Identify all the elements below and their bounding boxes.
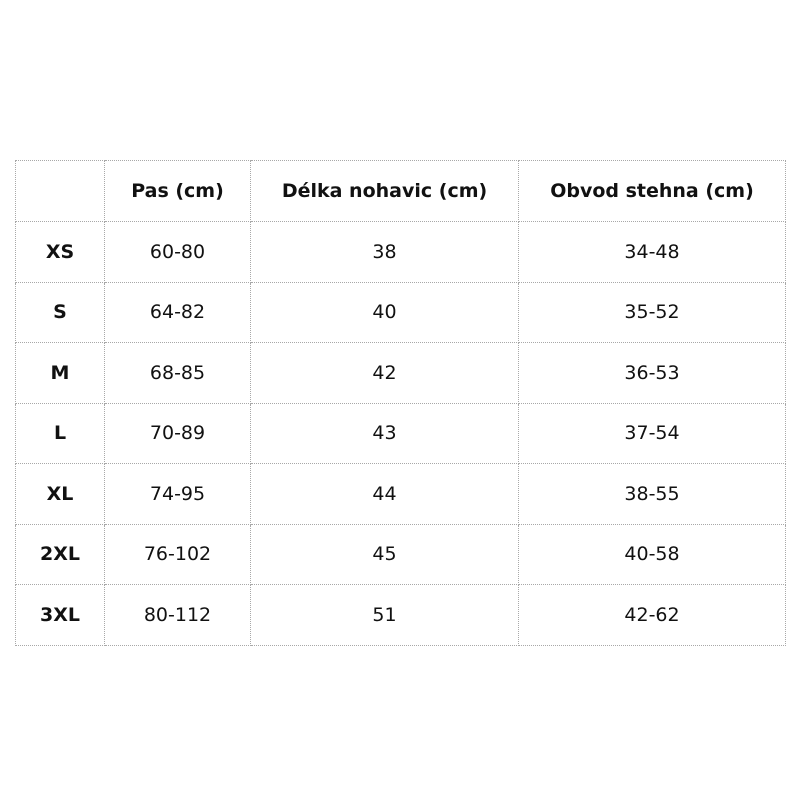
cell-waist: 80-112: [104, 584, 251, 646]
header-row: Pas (cm) Délka nohavic (cm) Obvod stehna…: [15, 160, 786, 222]
cell-size: 2XL: [15, 523, 105, 585]
header-waist: Pas (cm): [104, 160, 251, 222]
cell-waist: 74-95: [104, 463, 251, 525]
cell-size: XS: [15, 221, 105, 283]
cell-waist: 64-82: [104, 281, 251, 343]
header-leg-length: Délka nohavic (cm): [250, 160, 519, 222]
table-row: 2XL 76-102 45 40-58: [15, 523, 786, 585]
cell-waist: 76-102: [104, 523, 251, 585]
cell-leg-length: 51: [250, 584, 519, 646]
table-row: L 70-89 43 37-54: [15, 402, 786, 464]
cell-size: L: [15, 402, 105, 464]
table-row: XL 74-95 44 38-55: [15, 463, 786, 525]
cell-thigh: 38-55: [518, 463, 786, 525]
cell-size: XL: [15, 463, 105, 525]
cell-leg-length: 44: [250, 463, 519, 525]
cell-thigh: 34-48: [518, 221, 786, 283]
table-row: 3XL 80-112 51 42-62: [15, 584, 786, 646]
cell-size: S: [15, 281, 105, 343]
cell-thigh: 37-54: [518, 402, 786, 464]
cell-waist: 70-89: [104, 402, 251, 464]
header-thigh: Obvod stehna (cm): [518, 160, 786, 222]
cell-waist: 60-80: [104, 221, 251, 283]
table-row: XS 60-80 38 34-48: [15, 221, 786, 283]
cell-leg-length: 38: [250, 221, 519, 283]
cell-size: M: [15, 342, 105, 404]
size-chart-table: Pas (cm) Délka nohavic (cm) Obvod stehna…: [15, 160, 786, 646]
cell-leg-length: 40: [250, 281, 519, 343]
cell-thigh: 42-62: [518, 584, 786, 646]
cell-leg-length: 45: [250, 523, 519, 585]
table-row: S 64-82 40 35-52: [15, 281, 786, 343]
cell-thigh: 35-52: [518, 281, 786, 343]
cell-size: 3XL: [15, 584, 105, 646]
header-size: [15, 160, 105, 222]
cell-leg-length: 42: [250, 342, 519, 404]
cell-leg-length: 43: [250, 402, 519, 464]
cell-thigh: 36-53: [518, 342, 786, 404]
table-row: M 68-85 42 36-53: [15, 342, 786, 404]
cell-thigh: 40-58: [518, 523, 786, 585]
cell-waist: 68-85: [104, 342, 251, 404]
